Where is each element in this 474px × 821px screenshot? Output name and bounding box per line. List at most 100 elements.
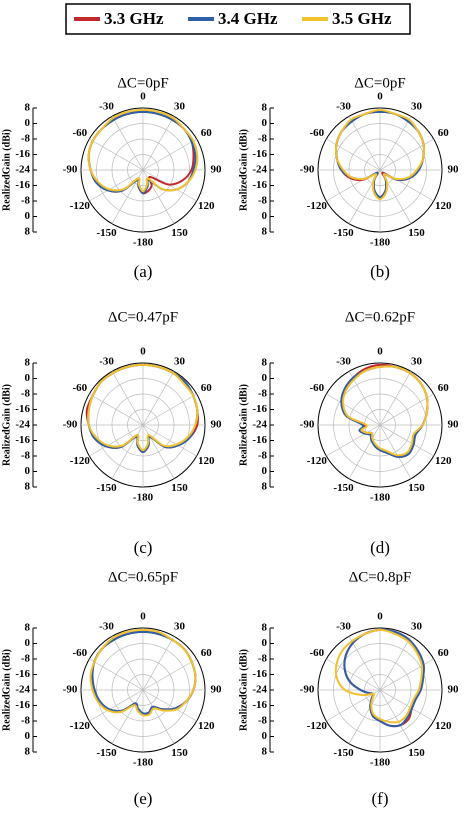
- radial-tick-label: 8: [262, 102, 268, 114]
- angle-tick-label: 90: [448, 684, 460, 696]
- grid-spoke: [379, 636, 412, 691]
- radial-axis-label: RealizedGain (dBi): [1, 384, 12, 466]
- radial-tick-label: 0: [25, 210, 31, 222]
- gain-curve: [89, 628, 197, 717]
- angle-tick-label: 120: [435, 455, 452, 467]
- angle-tick-label: -180: [370, 237, 391, 249]
- angle-tick-label: -60: [309, 127, 324, 139]
- angle-tick-label: 90: [211, 684, 223, 696]
- grid-spoke: [142, 689, 175, 744]
- radial-tick-label: -24: [252, 684, 267, 696]
- radial-tick-label: -16: [15, 179, 30, 191]
- angle-tick-label: -90: [63, 164, 78, 176]
- angle-tick-label: -150: [96, 747, 117, 759]
- angle-tick-label: 120: [198, 200, 215, 212]
- angle-tick-label: 120: [435, 200, 452, 212]
- grid-spoke: [142, 116, 175, 171]
- angle-tick-label: 0: [377, 611, 383, 623]
- radial-tick-label: 8: [25, 226, 31, 238]
- grid-spoke: [142, 424, 197, 457]
- gain-curve: [87, 363, 199, 452]
- angle-tick-label: -60: [72, 382, 87, 394]
- angle-tick-label: -30: [99, 620, 114, 632]
- legend-label: 3.4 GHz: [218, 9, 278, 28]
- radial-tick-label: -24: [15, 164, 30, 176]
- angle-tick-label: 60: [201, 382, 213, 394]
- chart-title: ΔC=0.47pF: [108, 309, 178, 325]
- grid-spoke: [326, 658, 381, 691]
- radial-axis-label: RealizedGain (dBi): [1, 129, 12, 211]
- chart-title: ΔC=0.62pF: [345, 309, 415, 325]
- subfigure-label: (a): [134, 262, 153, 281]
- radial-axis-label: RealizedGain (dBi): [238, 649, 249, 731]
- angle-tick-label: 0: [377, 91, 383, 103]
- angle-tick-label: -150: [96, 227, 117, 239]
- radial-tick-label: -8: [258, 450, 268, 462]
- angle-tick-label: 150: [171, 227, 188, 239]
- radial-tick-label: 0: [262, 637, 268, 649]
- angle-tick-label: 90: [211, 164, 223, 176]
- angle-tick-label: -120: [307, 720, 328, 732]
- radial-axis-label: RealizedGain (dBi): [1, 649, 12, 731]
- grid-spoke: [379, 138, 434, 171]
- angle-tick-label: 120: [198, 455, 215, 467]
- grid-spoke: [89, 393, 144, 426]
- angle-tick-label: 120: [198, 720, 215, 732]
- angle-tick-label: 0: [140, 91, 146, 103]
- subfigure-label: (d): [370, 538, 390, 557]
- angle-tick-label: 90: [448, 164, 460, 176]
- angle-tick-label: 30: [174, 355, 186, 367]
- gain-curve: [91, 630, 197, 715]
- angle-tick-label: -90: [63, 684, 78, 696]
- angle-tick-label: 150: [408, 227, 425, 239]
- radial-axis-label: RealizedGain (dBi): [238, 129, 249, 211]
- angle-tick-label: -180: [133, 492, 154, 504]
- angle-tick-label: -60: [72, 127, 87, 139]
- grid-spoke: [111, 371, 144, 426]
- angle-tick-label: 30: [411, 100, 423, 112]
- radial-tick-label: 0: [262, 465, 268, 477]
- angle-tick-label: 30: [174, 100, 186, 112]
- angle-tick-label: 30: [411, 355, 423, 367]
- radial-tick-label: -8: [258, 653, 268, 665]
- angle-tick-label: -120: [70, 200, 91, 212]
- angle-tick-label: -120: [70, 720, 91, 732]
- legend-label: 3.5 GHz: [332, 9, 392, 28]
- angle-tick-label: -150: [333, 227, 354, 239]
- angle-tick-label: 60: [201, 127, 213, 139]
- chart-title: ΔC=0.8pF: [349, 569, 412, 585]
- angle-tick-label: -90: [300, 164, 315, 176]
- radial-tick-label: 0: [262, 210, 268, 222]
- radial-tick-label: 0: [25, 117, 31, 129]
- gain-curve: [334, 628, 424, 724]
- chart-title: ΔC=0pF: [354, 75, 405, 91]
- radial-tick-label: 0: [262, 117, 268, 129]
- grid-spoke: [379, 371, 412, 426]
- radial-tick-label: 8: [25, 622, 31, 634]
- radial-tick-label: -16: [252, 434, 267, 446]
- radial-tick-label: -16: [252, 668, 267, 680]
- grid-spoke: [89, 689, 144, 722]
- radial-tick-label: 0: [25, 730, 31, 742]
- radial-tick-label: -16: [252, 403, 267, 415]
- grid-spoke: [348, 424, 381, 479]
- radial-tick-label: 0: [262, 730, 268, 742]
- chart-title: ΔC=0pF: [117, 75, 168, 91]
- angle-tick-label: -60: [72, 647, 87, 659]
- angle-tick-label: 60: [438, 382, 450, 394]
- gain-curve: [87, 108, 199, 193]
- angle-tick-label: 60: [438, 647, 450, 659]
- angle-tick-label: -90: [300, 419, 315, 431]
- grid-spoke: [111, 424, 144, 479]
- angle-tick-label: -180: [133, 237, 154, 249]
- grid-spoke: [142, 393, 197, 426]
- angle-tick-label: 60: [201, 647, 213, 659]
- radial-tick-label: 8: [25, 746, 31, 758]
- radial-tick-label: 8: [262, 226, 268, 238]
- grid-spoke: [142, 636, 175, 691]
- gain-curve: [334, 108, 426, 201]
- radial-tick-label: 0: [262, 372, 268, 384]
- grid-spoke: [348, 689, 381, 744]
- angle-tick-label: -120: [70, 455, 91, 467]
